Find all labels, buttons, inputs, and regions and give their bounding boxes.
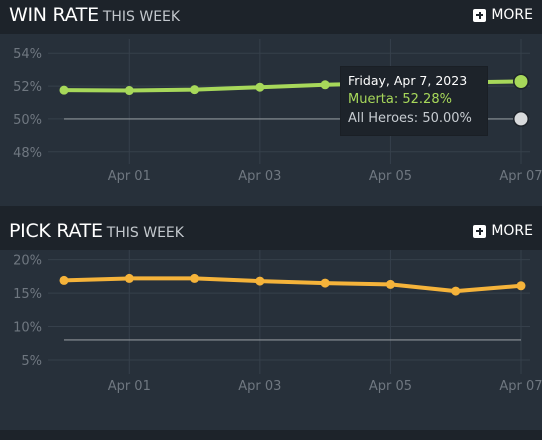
- data-point: [59, 85, 69, 95]
- win-rate-section: WIN RATE THIS WEEK MORE Apr 01 Apr 03 Apr 0…: [0, 0, 542, 216]
- data-point: [320, 80, 330, 90]
- baseline-point: [514, 112, 528, 126]
- data-point: [451, 286, 461, 296]
- pick-rate-title-text: PICK RATE: [9, 220, 103, 242]
- x-tick-label: Apr 07: [499, 169, 542, 184]
- pick-rate-section: PICK RATE THIS WEEK MORE Apr 01 Apr 03 Apr …: [0, 216, 542, 440]
- x-tick-label: Apr 05: [369, 169, 412, 184]
- data-point: [516, 281, 526, 291]
- y-tick-label: 15%: [13, 287, 42, 302]
- win-rate-header: WIN RATE THIS WEEK MORE: [0, 0, 542, 34]
- pick-rate-more-label: MORE: [491, 223, 533, 239]
- data-point: [255, 276, 265, 286]
- pick-rate-title: PICK RATE THIS WEEK: [9, 220, 184, 242]
- win-rate-more-button[interactable]: MORE: [473, 7, 533, 23]
- y-tick-label: 50%: [13, 113, 42, 128]
- win-rate-subtitle: THIS WEEK: [102, 9, 181, 25]
- x-tick-label: Apr 07: [499, 379, 542, 394]
- tooltip-date: Friday, Apr 7, 2023: [348, 73, 468, 88]
- x-tick-label: Apr 05: [369, 379, 412, 394]
- data-point: [514, 74, 528, 88]
- tooltip-hero-value: Muerta: 52.28%: [348, 92, 452, 107]
- data-point: [59, 275, 69, 285]
- data-point: [320, 278, 330, 288]
- pick-rate-subtitle: THIS WEEK: [106, 225, 184, 241]
- x-tick-label: Apr 01: [108, 169, 151, 184]
- y-tick-label: 54%: [13, 47, 42, 62]
- win-rate-title-text: WIN RATE: [9, 4, 99, 26]
- data-point: [124, 273, 134, 283]
- pick-rate-chart-panel: Apr 01 Apr 03 Apr 05 Apr 07 20% 15% 10% 5%: [0, 250, 542, 430]
- y-tick-label: 52%: [13, 80, 42, 95]
- y-tick-label: 10%: [13, 321, 42, 336]
- y-tick-label: 48%: [13, 146, 42, 161]
- pick-rate-header: PICK RATE THIS WEEK MORE: [0, 216, 542, 250]
- win-rate-title: WIN RATE THIS WEEK: [9, 4, 180, 26]
- pick-rate-more-button[interactable]: MORE: [473, 223, 533, 239]
- data-point: [124, 86, 134, 96]
- pick-rate-chart[interactable]: Apr 01 Apr 03 Apr 05 Apr 07 20% 15% 10% 5%: [0, 250, 542, 430]
- data-point: [190, 273, 200, 283]
- main-series-line: [62, 276, 523, 294]
- plus-icon: [473, 8, 487, 22]
- data-point: [385, 279, 395, 289]
- x-tick-label: Apr 01: [108, 379, 151, 394]
- x-tick-label: Apr 03: [238, 379, 281, 394]
- data-point: [255, 82, 265, 92]
- win-rate-more-label: MORE: [491, 7, 533, 23]
- y-tick-label: 5%: [21, 354, 42, 369]
- y-tick-label: 20%: [13, 254, 42, 269]
- win-rate-tooltip: Friday, Apr 7, 2023 Muerta: 52.28% All H…: [340, 66, 488, 136]
- plus-icon: [473, 224, 487, 238]
- data-point: [190, 85, 200, 95]
- x-tick-label: Apr 03: [238, 169, 281, 184]
- tooltip-all-heroes-value: All Heroes: 50.00%: [348, 111, 472, 126]
